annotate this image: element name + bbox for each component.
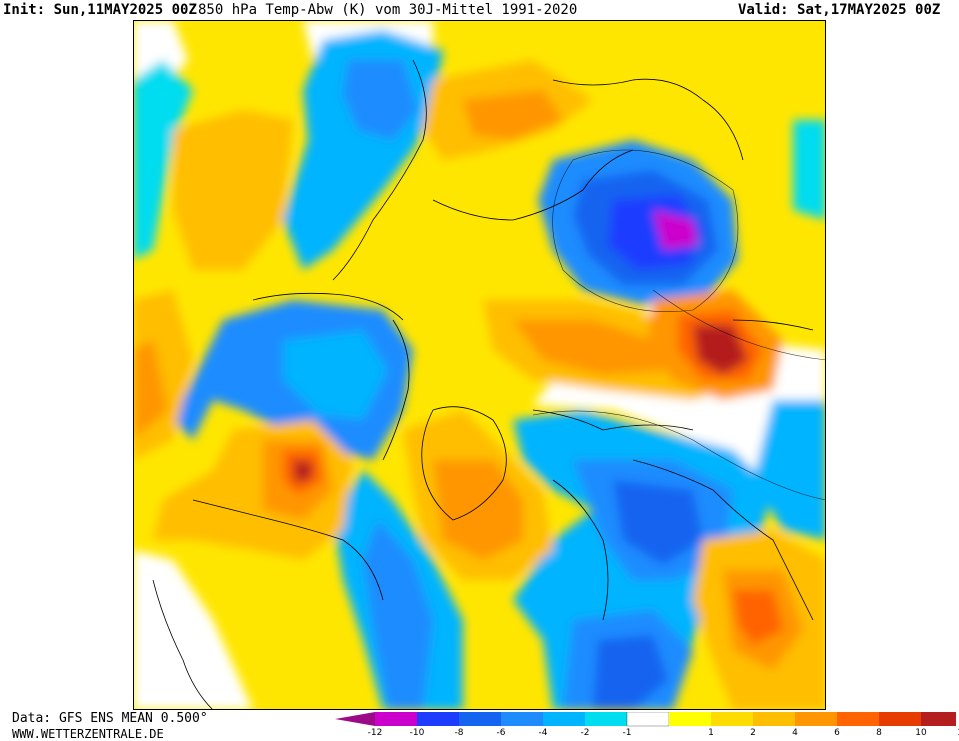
init-info: Init: Sun,11MAY2025 00Z	[3, 2, 197, 18]
colorbar-swatch	[543, 712, 585, 726]
colorbar-swatch	[753, 712, 795, 726]
map-frame	[133, 20, 826, 710]
colorbar-swatch	[459, 712, 501, 726]
valid-value: Sat,17MAY2025 00Z	[797, 2, 941, 18]
website-label: WWW.WETTERZENTRALE.DE	[12, 727, 164, 741]
colorbar-swatch	[375, 712, 417, 726]
data-source-label: Data: GFS ENS MEAN 0.500°	[12, 711, 208, 726]
colorbar-swatches	[335, 711, 959, 727]
colorbar-swatch	[795, 712, 837, 726]
colorbar-tick-label: 10	[915, 728, 927, 738]
colorbar-swatch	[711, 712, 753, 726]
colorbar-tick-label: -1	[622, 728, 632, 738]
init-label: Init:	[3, 2, 46, 18]
colorbar-swatch	[585, 712, 627, 726]
colorbar-tick-label: 2	[750, 728, 756, 738]
colorbar-tick-label: -12	[367, 728, 383, 738]
colorbar-tick-label: -4	[538, 728, 548, 738]
colorbar-tick-label: 12	[957, 728, 959, 738]
anomaly-map	[133, 20, 826, 710]
colorbar: -12-10-8-6-4-2-1124681012	[335, 711, 959, 740]
colorbar-tick-label: 4	[792, 728, 798, 738]
coastlines	[152, 59, 814, 710]
colorbar-swatch	[669, 712, 711, 726]
valid-info: Valid: Sat,17MAY2025 00Z	[738, 2, 940, 18]
colorbar-swatch	[921, 712, 959, 726]
header: Init: Sun,11MAY2025 00Z 850 hPa Temp-Abw…	[0, 0, 959, 20]
colorbar-swatch	[501, 712, 543, 726]
anomaly-contours	[532, 149, 826, 501]
colorbar-low-arrow	[335, 712, 375, 726]
anomaly-map-graphic	[133, 20, 826, 710]
init-value: Sun,11MAY2025 00Z	[53, 2, 197, 18]
valid-label: Valid:	[738, 2, 789, 18]
colorbar-tick-label: -8	[454, 728, 464, 738]
colorbar-tick-label: 1	[708, 728, 714, 738]
colorbar-tick-label: -6	[496, 728, 506, 738]
colorbar-swatch	[626, 711, 670, 727]
colorbar-tick-label: -2	[580, 728, 590, 738]
colorbar-swatch	[837, 712, 879, 726]
colorbar-tick-label: 6	[834, 728, 840, 738]
colorbar-tick-label: 8	[876, 728, 882, 738]
colorbar-swatch	[879, 712, 921, 726]
colorbar-tick-label: -10	[409, 728, 425, 738]
colorbar-swatch	[417, 712, 459, 726]
map-title: 850 hPa Temp-Abw (K) vom 30J-Mittel 1991…	[198, 2, 578, 18]
